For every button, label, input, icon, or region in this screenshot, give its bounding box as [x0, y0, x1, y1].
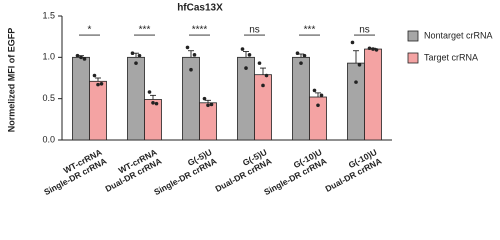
data-point [209, 102, 214, 107]
data-point [319, 93, 324, 98]
data-point [240, 47, 245, 51]
bar [127, 56, 145, 141]
data-point [151, 101, 155, 105]
data-point [75, 53, 80, 58]
data-point [192, 53, 197, 57]
data-point [96, 82, 100, 87]
x-tick-label: Single-DR crRNA [152, 156, 218, 197]
data-point [130, 51, 135, 55]
data-point [244, 66, 248, 70]
data-point [295, 51, 300, 55]
data-point [354, 80, 358, 84]
data-point [206, 103, 210, 108]
y-tick-label: 0.5 [42, 93, 55, 103]
significance-label: * [88, 25, 92, 36]
data-point [350, 40, 355, 45]
data-point [82, 57, 87, 61]
data-point [299, 61, 303, 65]
bar [292, 56, 310, 141]
bar [72, 56, 90, 141]
y-tick-label: 0.0 [42, 134, 55, 144]
data-point [264, 73, 269, 78]
data-point [79, 55, 83, 60]
data-point [92, 73, 97, 78]
legend-swatch [407, 30, 419, 42]
y-axis-label: Normelized MFI of EGFP [6, 28, 16, 133]
data-point [202, 96, 207, 101]
bar [144, 99, 162, 141]
data-point [316, 103, 320, 108]
y-tick-label: 1.0 [42, 52, 55, 62]
significance-label: *** [304, 25, 316, 36]
chart-title: hfCas13X [177, 3, 223, 14]
bar [199, 102, 217, 141]
significance-label: ns [249, 25, 260, 36]
data-point [257, 61, 262, 65]
data-point [189, 67, 193, 72]
data-point [99, 81, 104, 86]
significance-label: **** [192, 25, 208, 36]
data-point [154, 101, 159, 106]
data-point [357, 62, 362, 67]
significance-label: ns [359, 25, 370, 36]
data-point [374, 48, 379, 52]
data-point [134, 61, 138, 65]
data-point [137, 53, 142, 58]
data-point [371, 47, 375, 51]
legend-label: Target crRNA [424, 52, 478, 62]
chart: hfCas13X Normelized MFI of EGFP 0.0 0.5 1.… [6, 3, 493, 198]
y-tick-label: 1.5 [42, 10, 55, 20]
legend-swatch [407, 52, 419, 64]
data-point [247, 53, 252, 57]
data-point [185, 45, 190, 50]
bar [364, 48, 382, 141]
data-point [367, 46, 372, 51]
bar [89, 80, 107, 141]
legend-label: Nontarget crRNA [424, 30, 493, 40]
bar [309, 96, 327, 141]
bar [347, 62, 365, 141]
data-point [312, 88, 317, 93]
data-point [261, 83, 265, 88]
significance-label: *** [139, 25, 151, 36]
data-point [302, 53, 307, 58]
data-point [147, 90, 152, 94]
